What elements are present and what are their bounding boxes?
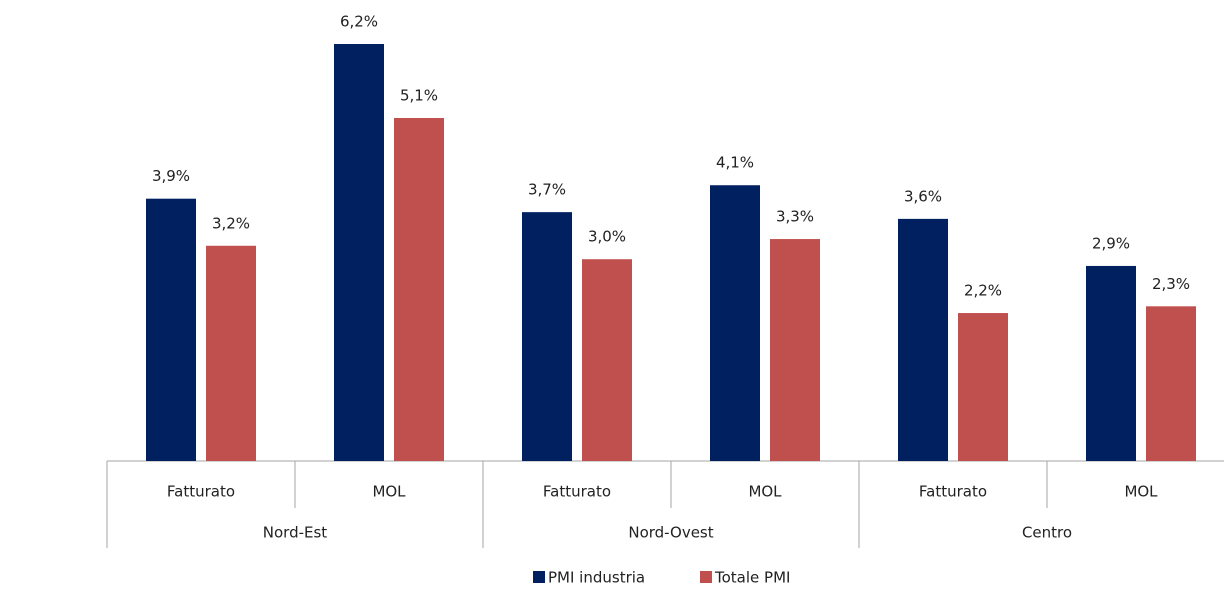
bar	[334, 44, 384, 461]
category-label: MOL	[1124, 483, 1158, 501]
value-label: 2,2%	[964, 282, 1002, 300]
bar	[206, 245, 256, 461]
value-label: 5,1%	[400, 86, 438, 104]
bar	[1146, 306, 1196, 461]
category-label: Fatturato	[919, 483, 987, 501]
category-label: MOL	[372, 483, 406, 501]
value-label: 2,3%	[1152, 275, 1190, 293]
bar	[770, 239, 820, 461]
value-label: 3,0%	[588, 228, 626, 246]
group-label: Nord-Ovest	[628, 524, 713, 542]
bar	[1086, 265, 1136, 461]
value-label: 3,2%	[212, 214, 250, 232]
bar	[146, 198, 196, 461]
legend-swatch	[533, 571, 545, 583]
value-label: 3,9%	[152, 167, 190, 185]
bar	[898, 218, 948, 461]
bar	[582, 259, 632, 461]
group-label: Centro	[1022, 524, 1072, 542]
group-label: Nord-Est	[263, 524, 328, 542]
legend-swatch	[700, 571, 712, 583]
bar	[958, 313, 1008, 461]
bar	[394, 117, 444, 461]
bar	[710, 185, 760, 461]
legend-label: Totale PMI	[714, 569, 790, 587]
value-label: 3,6%	[904, 187, 942, 205]
value-label: 3,7%	[528, 181, 566, 199]
value-label: 4,1%	[716, 154, 754, 172]
bar	[522, 212, 572, 461]
legend-label: PMI industria	[548, 569, 645, 587]
category-label: Fatturato	[167, 483, 235, 501]
value-label: 6,2%	[340, 13, 378, 31]
category-label: MOL	[748, 483, 782, 501]
value-label: 3,3%	[776, 208, 814, 226]
category-label: Fatturato	[543, 483, 611, 501]
value-label: 2,9%	[1092, 234, 1130, 252]
